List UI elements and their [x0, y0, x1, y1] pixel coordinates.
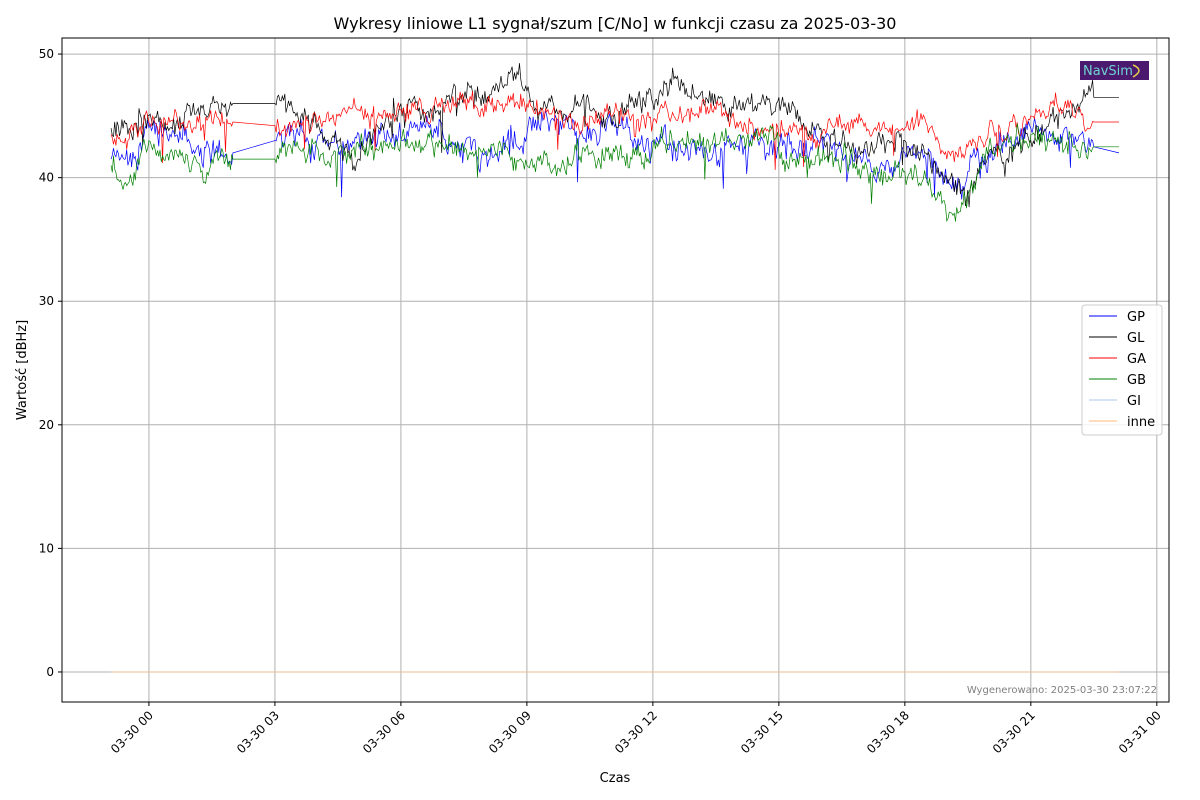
x-tick-label: 03-31 00 — [1116, 708, 1164, 756]
y-tick-label: 50 — [39, 47, 54, 61]
legend-label-gl: GL — [1127, 331, 1145, 346]
legend-label-ga: GA — [1127, 352, 1146, 367]
series-line-gl — [110, 63, 1119, 208]
x-tick-label: 03-30 18 — [864, 708, 912, 756]
x-tick-label: 03-30 21 — [990, 708, 1038, 756]
y-tick-label: 40 — [39, 171, 54, 185]
x-tick-label: 03-30 15 — [738, 708, 786, 756]
y-tick-label: 0 — [46, 665, 54, 679]
x-axis-ticks: 03-30 00 03-30 03 03-30 06 03-30 09 03-30 12… — [108, 702, 1164, 756]
navsim-logo: NavSim — [1080, 61, 1149, 80]
x-tick-label: 03-30 06 — [360, 708, 408, 756]
legend-label-gi: GI — [1127, 394, 1141, 409]
legend-label-gp: GP — [1127, 310, 1145, 325]
y-axis-label: Wartość [dBHz] — [15, 320, 30, 420]
series-line-ga — [110, 91, 1119, 170]
x-tick-label: 03-30 09 — [486, 708, 534, 756]
chart-title: Wykresy liniowe L1 sygnał/szum [C/No] w … — [334, 14, 897, 33]
x-tick-label: 03-30 00 — [108, 708, 156, 756]
legend-label-gb: GB — [1127, 373, 1146, 388]
y-tick-label: 20 — [39, 418, 54, 432]
generated-timestamp: Wygenerowano: 2025-03-30 23:07:22 — [967, 685, 1157, 696]
series-line-gp — [110, 110, 1120, 200]
series-lines — [110, 63, 1120, 673]
series-line-gb — [110, 123, 1119, 223]
x-tick-label: 03-30 12 — [612, 708, 660, 756]
svg-text:NavSim: NavSim — [1083, 64, 1133, 79]
grid-lines — [62, 38, 1169, 702]
plot-area-frame — [61, 37, 1170, 703]
legend-label-inne: inne — [1127, 415, 1155, 430]
y-tick-label: 30 — [39, 294, 54, 308]
y-tick-label: 10 — [39, 541, 54, 555]
y-axis-ticks: 0 10 20 30 40 50 — [39, 47, 62, 679]
x-tick-label: 03-30 03 — [234, 708, 282, 756]
x-axis-label: Czas — [600, 771, 631, 786]
legend: GP GL GA GB GI inne — [1081, 304, 1163, 436]
